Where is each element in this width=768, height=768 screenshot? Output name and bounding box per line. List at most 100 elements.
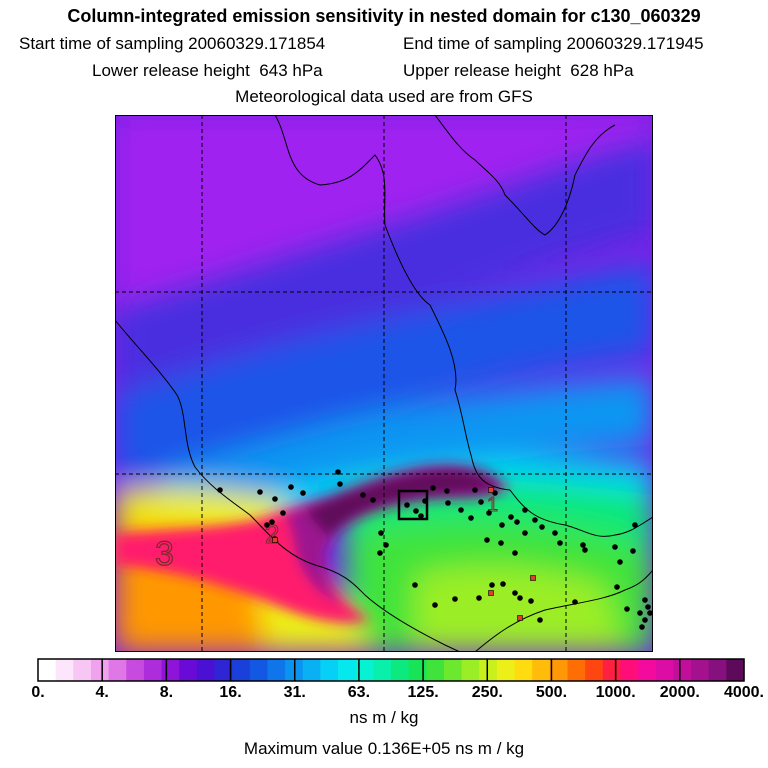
lower-release-value: 643 hPa <box>259 61 323 80</box>
station-marker-square <box>488 487 494 493</box>
end-time-label: End time of sampling <box>403 34 562 53</box>
colorbar-cell <box>391 659 410 681</box>
station-marker <box>468 515 474 521</box>
colorbar-tick-label: 16. <box>219 684 242 701</box>
colorbar-cell <box>567 659 586 681</box>
colorbar-cell <box>585 659 604 681</box>
colorbar-cell <box>355 659 374 681</box>
station-marker <box>528 598 534 604</box>
station-marker <box>272 496 278 502</box>
sensitivity-map: 3 2 1 <box>115 115 653 652</box>
station-marker <box>486 510 492 516</box>
station-marker <box>378 530 384 536</box>
colorbar-cell <box>602 659 622 681</box>
station-marker <box>512 590 518 596</box>
colorbar-cell <box>38 659 57 681</box>
station-marker <box>508 514 514 520</box>
colorbar-cell <box>620 659 639 681</box>
station-marker <box>580 542 586 548</box>
colorbar-tick-label: 8. <box>159 684 174 701</box>
station-marker <box>412 582 418 588</box>
station-marker <box>522 507 528 513</box>
maximum-value-note: Maximum value 0.136E+05 ns m / kg <box>0 739 768 759</box>
chart-title: Column-integrated emission sensitivity i… <box>67 6 701 26</box>
station-marker <box>522 530 528 536</box>
station-marker <box>422 498 428 504</box>
station-marker <box>264 522 270 528</box>
colorbar-cell <box>479 659 498 681</box>
station-marker <box>377 550 383 556</box>
colorbar-cell <box>532 659 551 681</box>
colorbar-cell <box>461 659 480 681</box>
colorbar-cell <box>320 659 339 681</box>
graticule <box>115 115 653 652</box>
station-marker <box>383 542 389 548</box>
lower-release-height: Lower release height 643 hPa <box>92 61 323 81</box>
station-marker <box>472 487 478 493</box>
lower-release-label: Lower release height <box>92 61 250 80</box>
station-marker <box>489 582 495 588</box>
station-marker <box>630 548 636 554</box>
station-marker <box>539 524 545 530</box>
station-marker <box>404 502 410 508</box>
start-time-label: Start time of sampling <box>19 34 184 53</box>
colorbar-cell <box>214 659 233 681</box>
colorbar-frame <box>37 658 745 682</box>
station-marker <box>452 596 458 602</box>
upper-release-height: Upper release height 628 hPa <box>403 61 634 81</box>
station-marker <box>444 488 450 494</box>
station-marker <box>637 610 643 616</box>
station-marker <box>642 597 648 603</box>
station-marker <box>484 537 490 543</box>
station-marker <box>517 595 523 601</box>
station-marker-square <box>272 537 278 543</box>
colorbar-unit: ns m / kg <box>349 708 419 727</box>
station-marker <box>642 617 648 623</box>
colorbar-tick-label: 0. <box>31 684 45 701</box>
colorbar-cell <box>232 659 251 681</box>
maximum-value-label: Maximum value <box>243 739 363 758</box>
station-marker-square <box>488 590 494 596</box>
colorbar-cell <box>655 659 674 681</box>
map-frame <box>115 115 653 652</box>
station-marker <box>498 540 504 546</box>
station-marker <box>500 581 506 587</box>
station-marker <box>645 604 651 610</box>
stations <box>217 469 653 630</box>
colorbar-cell <box>673 659 692 681</box>
colorbar-cell <box>55 659 74 681</box>
colorbar-cell <box>108 659 127 681</box>
colorbar-cell <box>443 659 463 681</box>
colorbar-cell <box>496 659 516 681</box>
colorbar-cell <box>514 659 533 681</box>
station-marker <box>418 513 424 519</box>
met-data-note: Meteorological data used are from GFS <box>235 87 533 106</box>
station-marker <box>335 469 341 475</box>
colorbar-cell <box>161 659 180 681</box>
station-marker <box>476 595 482 601</box>
colorbar-cell <box>179 659 198 681</box>
colorbar-cell <box>549 659 569 681</box>
station-marker <box>582 547 588 553</box>
end-time-value: 20060329.171945 <box>566 34 704 53</box>
upper-release-value: 628 hPa <box>570 61 634 80</box>
station-marker <box>280 510 286 516</box>
station-marker <box>445 500 451 506</box>
station-marker <box>288 484 294 490</box>
release-box <box>397 489 429 521</box>
station-marker <box>632 522 638 528</box>
colorbar-cell <box>302 659 321 681</box>
colorbar-cell <box>196 659 216 681</box>
colorbar-tick-label: 63. <box>347 684 371 701</box>
station-marker <box>617 559 623 565</box>
station-marker <box>537 617 543 623</box>
colorbar-ticks <box>101 659 681 681</box>
colorbar-cell <box>426 659 445 681</box>
station-marker-square <box>530 575 536 581</box>
colorbar-cell <box>638 659 657 681</box>
colorbar-cells <box>38 659 745 681</box>
start-time-value: 20060329.171854 <box>188 34 326 53</box>
station-marker <box>257 489 263 495</box>
station-marker <box>432 602 438 608</box>
station-marker <box>557 540 563 546</box>
